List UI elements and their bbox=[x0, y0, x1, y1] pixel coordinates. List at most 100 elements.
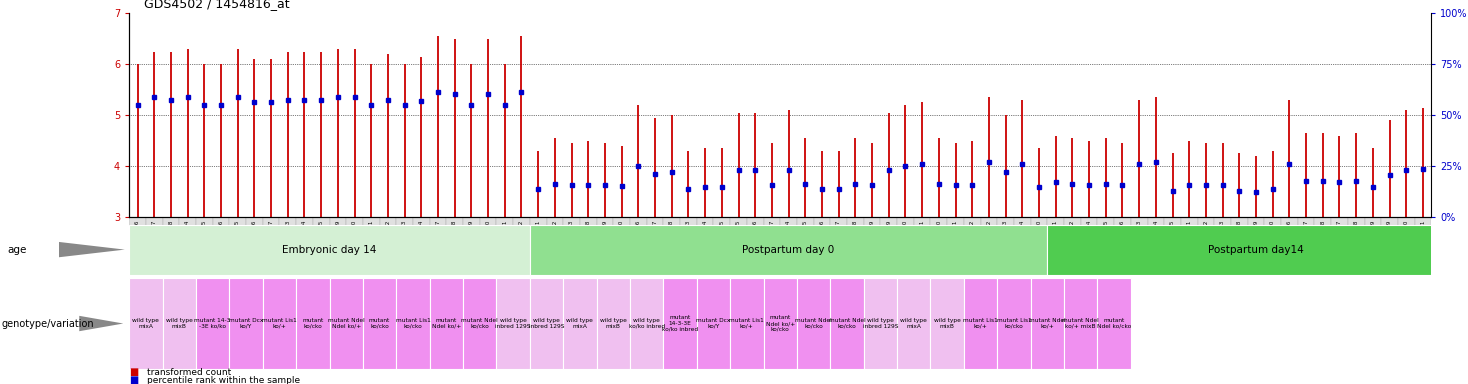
Bar bbox=[763, 217, 781, 271]
Text: ■: ■ bbox=[129, 367, 138, 377]
Bar bbox=[997, 217, 1014, 271]
Text: GSM866846: GSM866846 bbox=[135, 220, 139, 253]
Text: GSM866868: GSM866868 bbox=[853, 220, 857, 253]
Text: GSM866900: GSM866900 bbox=[1036, 220, 1041, 253]
Text: mutant 14-3
-3E ko/ko: mutant 14-3 -3E ko/ko bbox=[194, 318, 230, 329]
Bar bbox=[430, 278, 462, 369]
Text: GSM866899: GSM866899 bbox=[1370, 220, 1376, 253]
Text: GSM866896: GSM866896 bbox=[1120, 220, 1124, 253]
Text: mutant Lis1
ko/cko: mutant Lis1 ko/cko bbox=[395, 318, 430, 329]
Text: GSM866890: GSM866890 bbox=[1270, 220, 1276, 253]
Bar bbox=[163, 278, 195, 369]
Text: GSM866885: GSM866885 bbox=[735, 220, 741, 253]
Bar bbox=[964, 278, 997, 369]
Text: GSM866854: GSM866854 bbox=[418, 220, 424, 253]
Bar bbox=[697, 278, 730, 369]
Text: GSM866894: GSM866894 bbox=[1086, 220, 1092, 253]
Text: GSM866901: GSM866901 bbox=[1053, 220, 1058, 253]
Text: GSM866844: GSM866844 bbox=[302, 220, 307, 253]
Text: GSM866887: GSM866887 bbox=[769, 220, 775, 253]
Bar bbox=[1248, 217, 1264, 271]
Text: wild type
mixA: wild type mixA bbox=[132, 318, 160, 329]
Text: GSM866910: GSM866910 bbox=[1403, 220, 1409, 253]
Text: GSM866893: GSM866893 bbox=[1220, 220, 1226, 253]
Text: GSM866865: GSM866865 bbox=[803, 220, 807, 253]
Text: GSM866856: GSM866856 bbox=[252, 220, 257, 253]
Text: GSM866857: GSM866857 bbox=[269, 220, 273, 253]
Text: GDS4502 / 1454816_at: GDS4502 / 1454816_at bbox=[144, 0, 289, 10]
Bar bbox=[145, 217, 163, 271]
Bar bbox=[596, 278, 630, 369]
Text: Postpartum day14: Postpartum day14 bbox=[1208, 245, 1304, 255]
Bar bbox=[630, 278, 664, 369]
Bar bbox=[1031, 278, 1064, 369]
Text: GSM866838: GSM866838 bbox=[452, 220, 457, 253]
Bar bbox=[129, 278, 163, 369]
Text: GSM866835: GSM866835 bbox=[201, 220, 207, 253]
Text: GSM866843: GSM866843 bbox=[285, 220, 291, 253]
Text: mutant Ndel
ko/cko: mutant Ndel ko/cko bbox=[796, 318, 832, 329]
Text: GSM866895: GSM866895 bbox=[1104, 220, 1108, 253]
Bar bbox=[462, 217, 480, 271]
Bar bbox=[1381, 217, 1398, 271]
Bar bbox=[430, 217, 446, 271]
Text: GSM866870: GSM866870 bbox=[937, 220, 941, 253]
Bar bbox=[329, 217, 346, 271]
Text: GSM866855: GSM866855 bbox=[235, 220, 241, 253]
Bar bbox=[229, 217, 247, 271]
Text: GSM866876: GSM866876 bbox=[636, 220, 642, 253]
Bar bbox=[496, 278, 530, 369]
Text: GSM866874: GSM866874 bbox=[703, 220, 708, 253]
Text: GSM866840: GSM866840 bbox=[486, 220, 490, 253]
Text: genotype/variation: genotype/variation bbox=[1, 318, 94, 329]
Bar bbox=[1331, 217, 1348, 271]
Bar bbox=[981, 217, 997, 271]
Bar bbox=[195, 217, 213, 271]
Bar bbox=[496, 217, 514, 271]
Bar bbox=[1398, 217, 1415, 271]
Bar bbox=[313, 217, 329, 271]
Bar bbox=[847, 217, 863, 271]
Text: GSM866872: GSM866872 bbox=[970, 220, 975, 253]
Text: GSM866903: GSM866903 bbox=[1136, 220, 1142, 253]
Text: GSM866834: GSM866834 bbox=[185, 220, 191, 253]
Bar bbox=[129, 225, 530, 275]
Bar bbox=[229, 278, 263, 369]
Text: GSM866852: GSM866852 bbox=[386, 220, 390, 253]
Text: GSM866891: GSM866891 bbox=[1186, 220, 1192, 253]
Bar bbox=[614, 217, 630, 271]
Bar bbox=[1114, 217, 1130, 271]
Bar bbox=[647, 217, 664, 271]
Text: GSM866911: GSM866911 bbox=[1421, 220, 1425, 253]
Bar bbox=[1314, 217, 1331, 271]
Bar bbox=[596, 217, 614, 271]
Bar bbox=[297, 217, 313, 271]
Bar bbox=[863, 278, 897, 369]
Text: mutant Lis1
ko/+: mutant Lis1 ko/+ bbox=[963, 318, 998, 329]
Bar bbox=[1264, 217, 1282, 271]
Text: wild type
inbred 129S: wild type inbred 129S bbox=[528, 318, 564, 329]
Text: GSM866850: GSM866850 bbox=[352, 220, 357, 253]
Bar bbox=[480, 217, 496, 271]
Bar bbox=[713, 217, 730, 271]
Text: GSM866909: GSM866909 bbox=[1387, 220, 1392, 253]
Text: age: age bbox=[7, 245, 26, 255]
Bar bbox=[931, 278, 964, 369]
Bar bbox=[363, 217, 380, 271]
Bar bbox=[730, 278, 763, 369]
Bar bbox=[396, 278, 430, 369]
Bar bbox=[1415, 217, 1431, 271]
Text: GSM866892: GSM866892 bbox=[1204, 220, 1208, 253]
Text: mutant Ndel
Ndel ko/+: mutant Ndel Ndel ko/+ bbox=[327, 318, 364, 329]
Text: mutant
Ndel ko/+: mutant Ndel ko/+ bbox=[432, 318, 461, 329]
Text: mutant Ndel
ko/+ mixB: mutant Ndel ko/+ mixB bbox=[1063, 318, 1100, 329]
Text: GSM866879: GSM866879 bbox=[887, 220, 891, 253]
Text: GSM866837: GSM866837 bbox=[436, 220, 440, 253]
Bar bbox=[664, 278, 697, 369]
Text: GSM866861: GSM866861 bbox=[536, 220, 540, 253]
Bar bbox=[730, 217, 747, 271]
Bar bbox=[1064, 217, 1080, 271]
Text: GSM866877: GSM866877 bbox=[653, 220, 658, 253]
Text: GSM866866: GSM866866 bbox=[819, 220, 825, 253]
Text: GSM866860: GSM866860 bbox=[619, 220, 624, 253]
